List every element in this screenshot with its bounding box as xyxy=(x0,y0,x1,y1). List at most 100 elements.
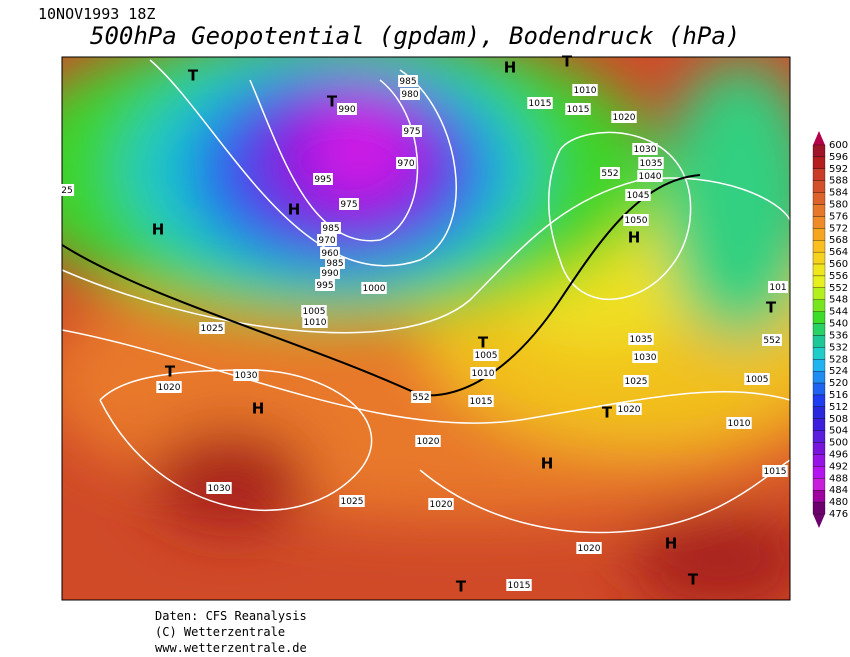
isobar-label: 1005 xyxy=(746,375,769,385)
pressure-center: H xyxy=(252,400,265,418)
colorbar-label: 524 xyxy=(829,366,848,377)
pressure-center: T xyxy=(562,53,573,71)
colorbar-swatch xyxy=(812,442,826,455)
isobar-label-box xyxy=(199,322,225,334)
isobar-label-box xyxy=(632,351,658,363)
isobar-label: 1035 xyxy=(630,335,653,345)
colorbar-label: 532 xyxy=(829,342,848,353)
isobar-label-box xyxy=(470,367,496,379)
isobar-label-box xyxy=(396,157,416,169)
isobar-label-box xyxy=(762,465,788,477)
isobar-label: 1030 xyxy=(634,145,657,155)
isobar-label: 970 xyxy=(397,159,414,169)
isobar-label: 985 xyxy=(399,77,416,87)
colorbar-arrow-top xyxy=(813,131,825,145)
isobar-label-box xyxy=(315,279,335,291)
isobar-label: 1020 xyxy=(158,383,181,393)
isobar-label-box xyxy=(398,75,418,87)
isobar-label-box xyxy=(600,167,620,179)
isobar-label: 985 xyxy=(326,259,343,269)
isobar-label-box xyxy=(625,189,651,201)
isobar-label: 552 xyxy=(601,169,618,179)
isobar-label: 980 xyxy=(401,90,418,100)
colorbar-label: 476 xyxy=(829,509,848,520)
pressure-center: H xyxy=(541,455,554,473)
colorbar-swatch xyxy=(812,382,826,396)
colorbar-swatch xyxy=(812,168,826,181)
colorbar-swatch xyxy=(812,359,826,372)
isobar-label: 1030 xyxy=(235,371,258,381)
source: Daten: CFS Reanalysis xyxy=(155,609,307,623)
isobar-label-box xyxy=(527,97,553,109)
colorbar-swatch xyxy=(812,490,826,503)
pressure-center: H xyxy=(504,59,517,77)
pressure-center: T xyxy=(766,299,777,317)
isobar-label: 25 xyxy=(61,186,72,196)
isobar-label-box xyxy=(744,373,770,385)
colorbar-swatch xyxy=(812,144,826,158)
isobar-label-box xyxy=(400,88,420,100)
isobar-label: 1020 xyxy=(430,500,453,510)
isobar-label-box xyxy=(361,282,387,294)
isobar-label: 1030 xyxy=(634,353,657,363)
pressure-center: T xyxy=(688,571,699,589)
colorbar-swatch xyxy=(812,418,826,431)
pressure-center: T xyxy=(165,363,176,381)
copyright: (C) Wetterzentrale xyxy=(155,625,285,639)
colorbar-swatch xyxy=(812,454,826,467)
isobar-label-box xyxy=(313,173,333,185)
colorbar-swatch xyxy=(812,406,826,419)
isobar-label: 1000 xyxy=(363,284,386,294)
isobar-label: 1010 xyxy=(472,369,495,379)
colorbar-swatch xyxy=(812,501,826,515)
isobar-label-box xyxy=(156,381,182,393)
colorbar-label: 528 xyxy=(829,354,848,365)
pressure-center: H xyxy=(665,535,678,553)
colorbar-swatch xyxy=(812,240,826,253)
isobar-label: 1005 xyxy=(303,307,326,317)
colorbar-arrow-bottom xyxy=(813,514,825,528)
isobar-label: 1010 xyxy=(304,318,327,328)
colorbar-swatch xyxy=(812,347,826,360)
colorbar-label: 536 xyxy=(829,330,848,341)
colorbar-label: 600 xyxy=(829,140,848,151)
isobar-label: 975 xyxy=(340,200,357,210)
colorbar-label: 552 xyxy=(829,283,848,294)
pressure-center: T xyxy=(456,578,467,596)
isobar-label-box xyxy=(632,143,658,155)
isobar-label: 1045 xyxy=(627,191,650,201)
isobar-label-box xyxy=(59,184,75,196)
colorbar-label: 596 xyxy=(829,152,848,163)
isobar-label-box xyxy=(637,170,663,182)
isobar-label-box xyxy=(411,391,431,403)
colorbar-label: 580 xyxy=(829,200,848,211)
isobar-label: 101 xyxy=(769,283,786,293)
isobar-label-box xyxy=(402,125,422,137)
isobar-label-box xyxy=(301,305,327,317)
isobar-label-box xyxy=(628,333,654,345)
isobar-label-box xyxy=(572,84,598,96)
isobar-label-box xyxy=(638,157,664,169)
isobar-label: 1015 xyxy=(508,581,531,591)
colorbar-label: 484 xyxy=(829,485,848,496)
isobar-label-box xyxy=(726,417,752,429)
isobar-label: 1025 xyxy=(341,497,364,507)
isobar-label-box xyxy=(576,542,602,554)
colorbar-swatch xyxy=(812,216,826,229)
isobar-label-box xyxy=(565,103,591,115)
isobar-label-box xyxy=(320,247,340,259)
colorbar-swatch xyxy=(812,275,826,288)
isobar-label: 975 xyxy=(403,127,420,137)
isobar-label: 1035 xyxy=(640,159,663,169)
colorbar-label: 568 xyxy=(829,235,848,246)
isobar-label: 1015 xyxy=(529,99,552,109)
colorbar-swatch xyxy=(812,180,826,193)
colorbar-label: 572 xyxy=(829,223,848,234)
isobar-label: 1040 xyxy=(639,172,662,182)
pressure-center: T xyxy=(602,404,613,422)
isobar-label-box xyxy=(616,403,642,415)
isobar-label: 1020 xyxy=(613,113,636,123)
